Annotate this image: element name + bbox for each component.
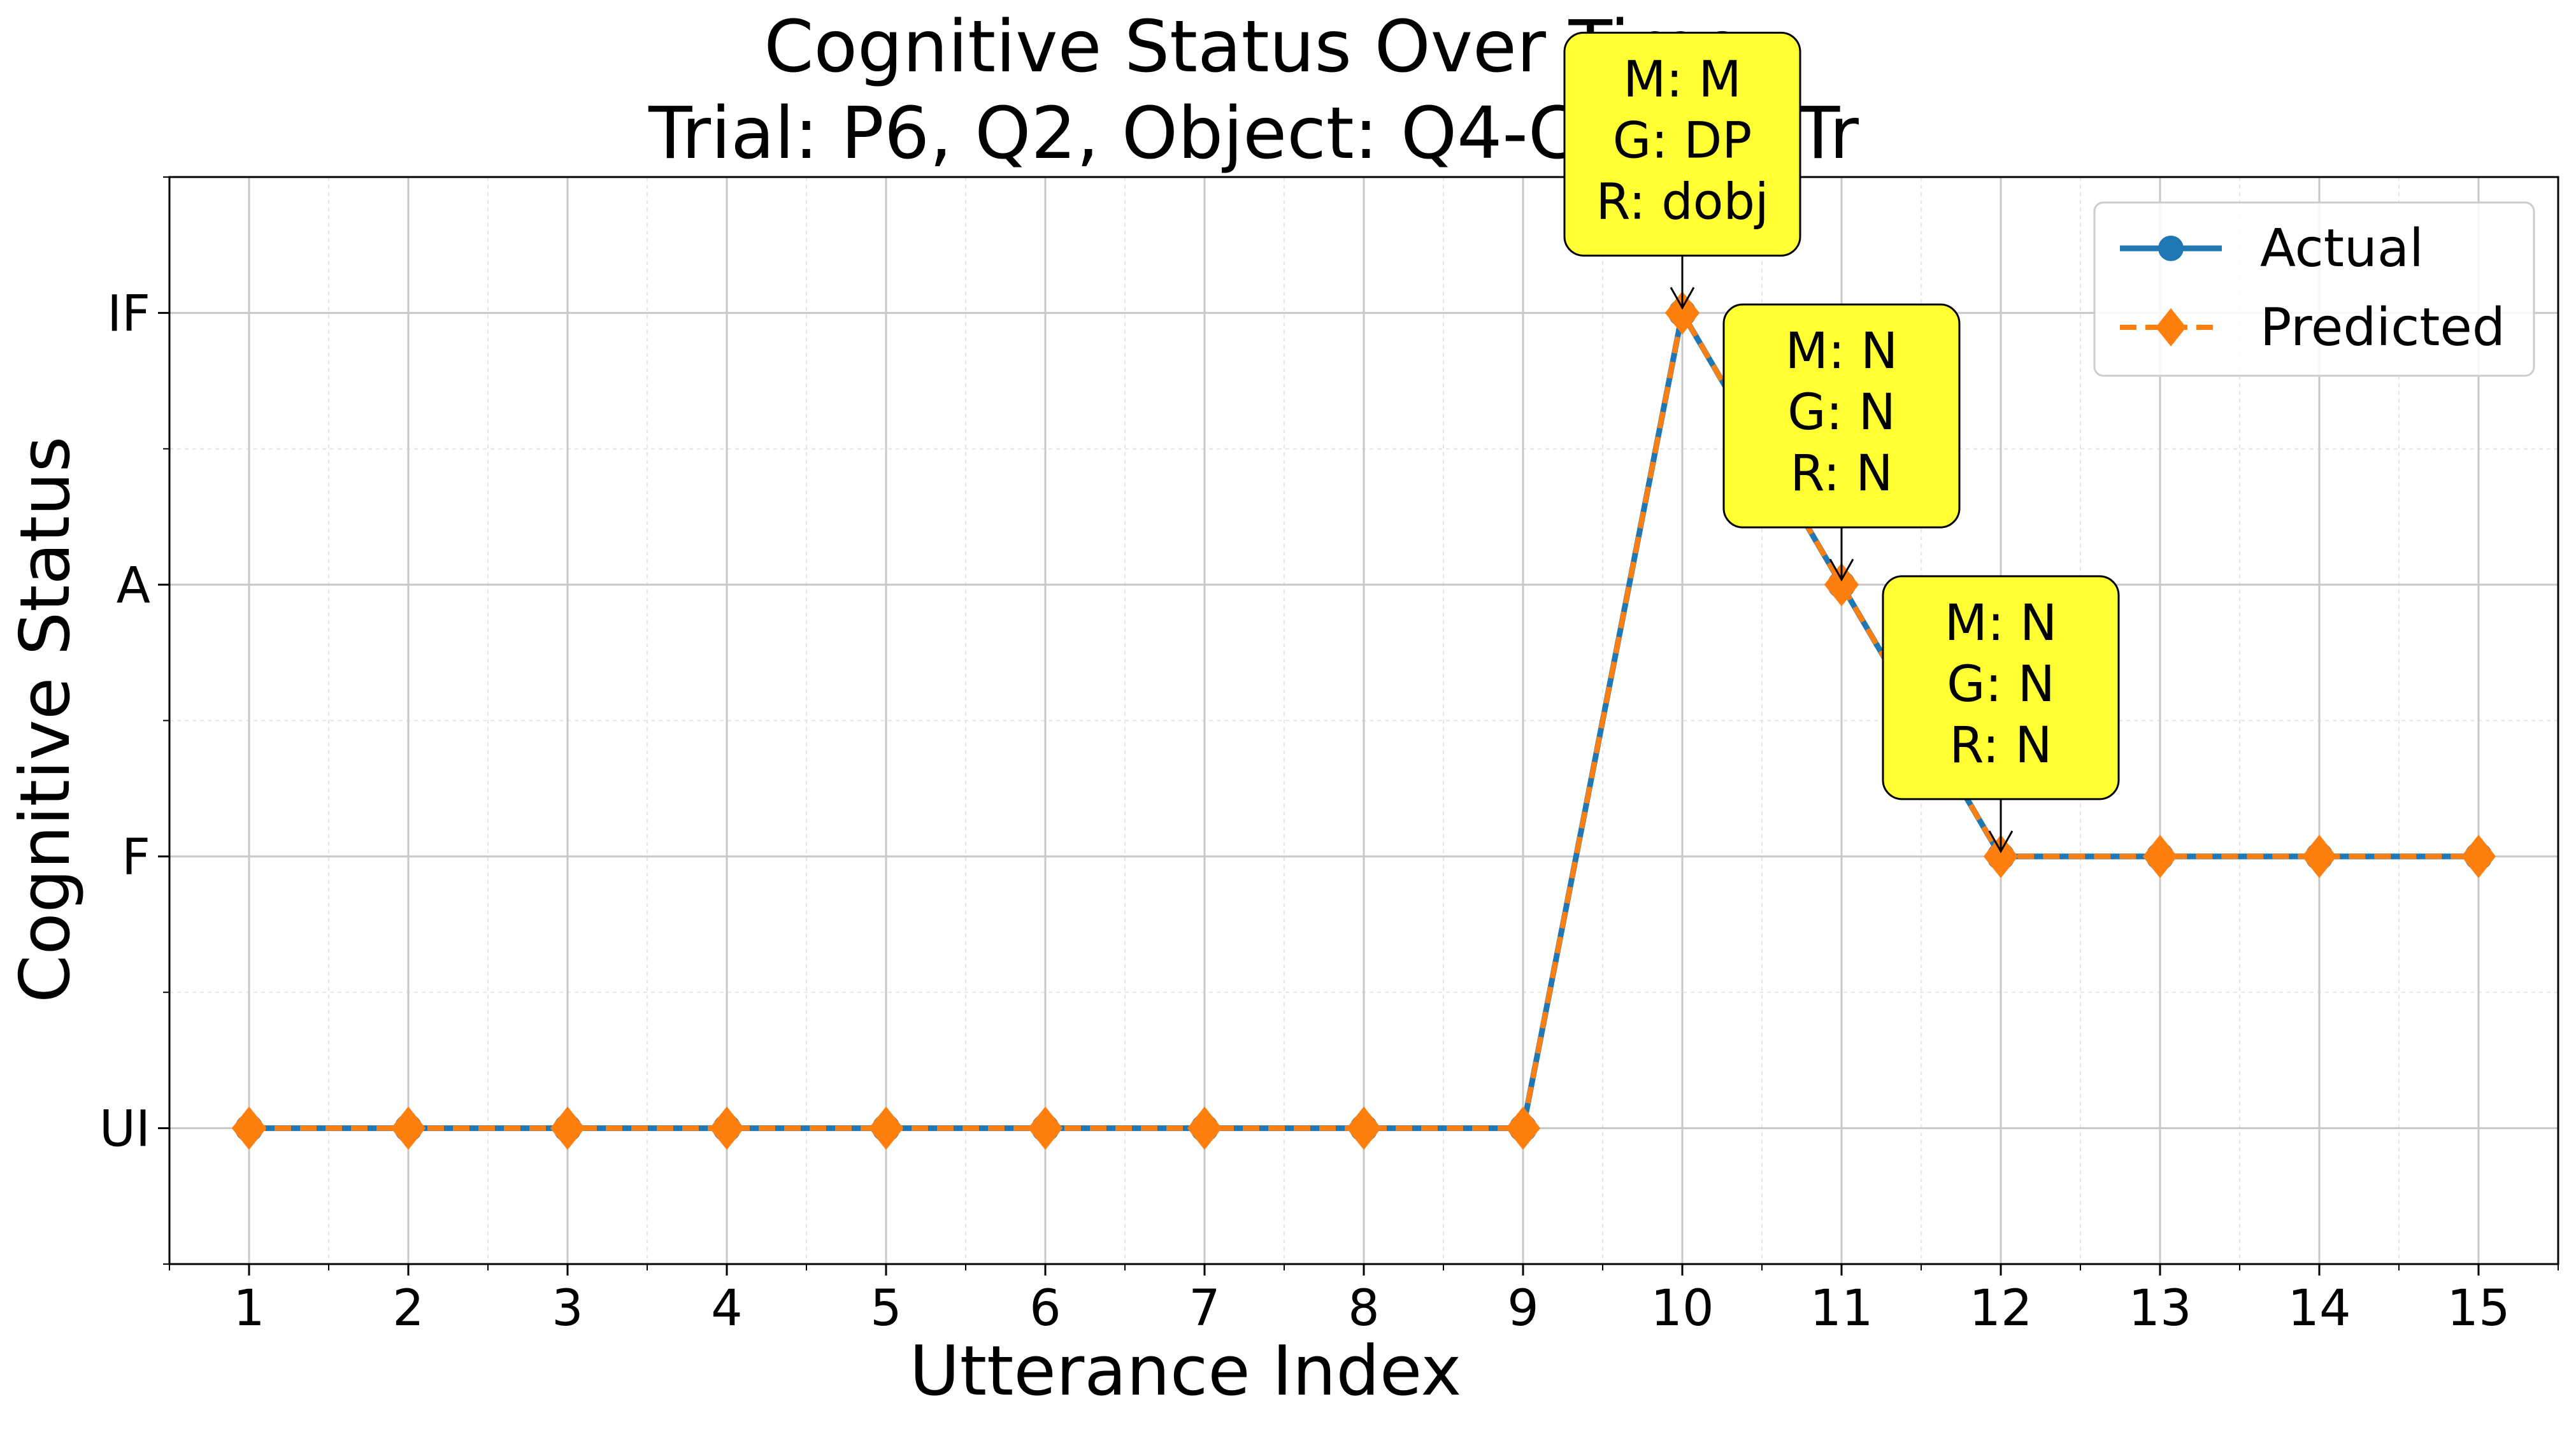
predicted-point (2301, 834, 2337, 878)
x-axis-label: Utterance Index (910, 1332, 1462, 1411)
predicted-point (1983, 834, 2019, 878)
y-tick-label: IF (107, 285, 150, 343)
annotation-box: M: NG: NR: N (1722, 303, 1961, 582)
x-tick-label: 4 (711, 1280, 743, 1337)
legend-label: Actual (2260, 218, 2424, 279)
annotation-text-line: R: N (1949, 717, 2052, 774)
predicted-point (550, 1106, 585, 1150)
y-tick-label: A (117, 557, 150, 615)
series-lines (231, 291, 2496, 1150)
x-tick-label: 8 (1348, 1280, 1380, 1337)
annotation-box: M: NG: NR: N (1882, 575, 2120, 853)
legend-marker-circle (2158, 236, 2184, 261)
predicted-point (390, 1106, 426, 1150)
predicted-point (1346, 1106, 1382, 1150)
x-tick-label: 10 (1650, 1280, 1714, 1337)
annotation-text-line: M: N (1945, 595, 2057, 652)
annotation-arrowhead (1670, 287, 1695, 310)
x-tick-label: 6 (1029, 1280, 1061, 1337)
legend: Actual Predicted (2093, 201, 2535, 377)
annotation-arrowhead (1829, 558, 1854, 582)
annotation-background (1722, 303, 1961, 529)
predicted-point (1027, 1106, 1063, 1150)
predicted-point (1187, 1106, 1222, 1150)
predicted-point (1824, 563, 1859, 607)
x-tick-label: 11 (1810, 1280, 1873, 1337)
annotation-text-line: M: M (1623, 51, 1742, 108)
predicted-point (1664, 291, 1700, 335)
x-tick-label: 12 (1969, 1280, 2032, 1337)
predicted-point (2142, 834, 2178, 878)
x-tick-label: 5 (870, 1280, 902, 1337)
predicted-point (231, 1106, 267, 1150)
y-tick-label: F (122, 829, 150, 886)
legend-label: Predicted (2260, 297, 2505, 358)
predicted-point (2461, 834, 2496, 878)
y-axis-label: Cognitive Status (6, 436, 85, 1003)
legend-marker-diamond (2156, 308, 2186, 346)
x-tick-label: 3 (552, 1280, 583, 1337)
x-tick-label: 2 (392, 1280, 424, 1337)
annotation-arrowhead (1988, 830, 2014, 853)
series-line-predicted (249, 310, 2479, 1131)
predicted-point (709, 1106, 745, 1150)
annotation-text-line: R: N (1790, 445, 1893, 502)
x-tick-label: 14 (2287, 1280, 2351, 1337)
x-tick-label: 9 (1507, 1280, 1539, 1337)
x-tick-label: 15 (2447, 1280, 2510, 1337)
x-tick-label: 7 (1189, 1280, 1220, 1337)
annotation-box: M: MG: DPR: dobj (1563, 31, 1801, 310)
annotation-background (1563, 31, 1801, 257)
annotation-text-line: G: N (1787, 384, 1896, 441)
annotation-text-line: M: N (1785, 323, 1898, 380)
annotation-background (1882, 575, 2120, 800)
x-tick-label: 1 (233, 1280, 265, 1337)
annotation-text-line: G: N (1947, 656, 2055, 713)
predicted-point (1505, 1106, 1541, 1150)
y-tick-label: UI (99, 1101, 150, 1158)
predicted-point (868, 1106, 904, 1150)
annotation-text-line: G: DP (1613, 112, 1752, 169)
annotation-text-line: R: dobj (1596, 173, 1768, 231)
x-tick-label: 13 (2128, 1280, 2191, 1337)
